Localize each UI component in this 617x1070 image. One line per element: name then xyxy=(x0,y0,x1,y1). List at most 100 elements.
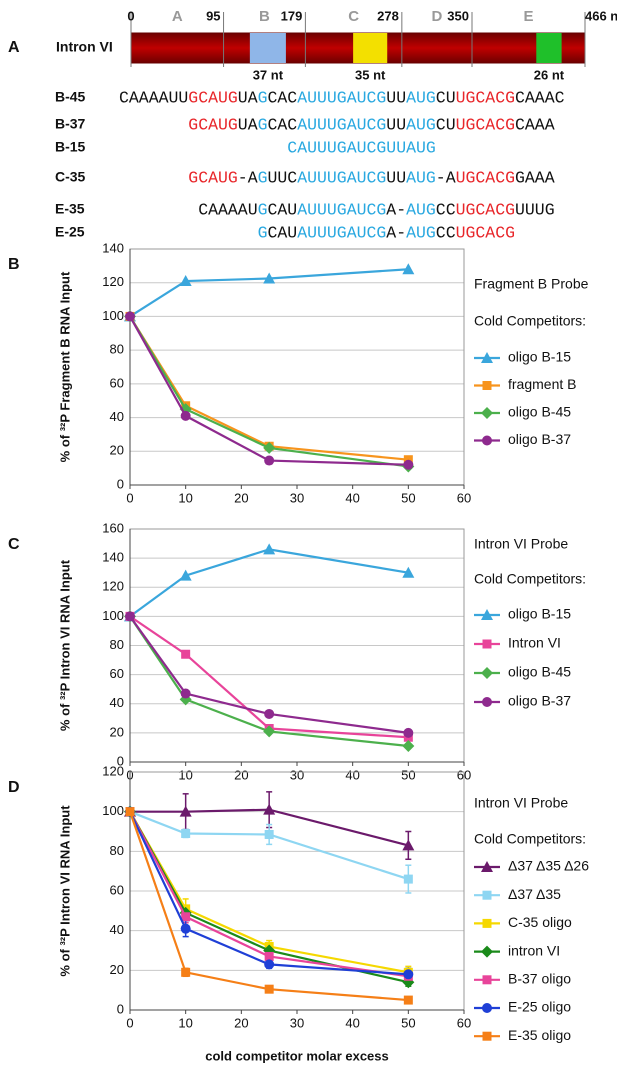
y-tick-label: 40 xyxy=(110,409,124,424)
x-tick-label: 10 xyxy=(178,767,192,782)
series-line xyxy=(129,615,409,734)
y-tick-label: 120 xyxy=(102,274,124,289)
sequence-segment: A- xyxy=(386,200,406,219)
scale-label: 0 xyxy=(127,8,134,23)
x-tick-label: 10 xyxy=(178,490,192,505)
legend-marker xyxy=(482,435,492,446)
data-point xyxy=(180,410,191,421)
y-tick-label: 120 xyxy=(102,579,124,594)
sequence-segment: CC xyxy=(436,200,456,219)
y-tick-label: 40 xyxy=(110,695,124,710)
sequence-segment: CAC xyxy=(268,115,298,134)
legend-marker xyxy=(482,1003,492,1013)
sequence-name: E-25 xyxy=(55,224,85,240)
sequence-segment: AUG xyxy=(406,115,436,134)
sequence-segment: GAAA xyxy=(515,168,555,187)
sequence-segment: G xyxy=(258,168,268,187)
series-line xyxy=(129,615,409,739)
region-box xyxy=(249,33,286,63)
data-point xyxy=(402,839,415,851)
sequence-segment: CAAA xyxy=(515,115,555,134)
data-point xyxy=(181,828,191,838)
y-tick-label: 140 xyxy=(102,550,124,565)
sequence-segment: AUG xyxy=(406,138,436,157)
sequence-segment: AUG xyxy=(406,223,436,242)
sequence-segment: UUUG xyxy=(515,200,555,219)
y-tick-label: 20 xyxy=(110,724,124,739)
x-tick-label: 20 xyxy=(234,1015,248,1030)
data-point xyxy=(403,874,413,884)
y-tick-label: 80 xyxy=(110,637,124,652)
y-tick-label: 60 xyxy=(110,882,124,897)
region-box xyxy=(536,33,562,63)
sequence-segment: UA xyxy=(238,115,258,134)
legend-marker xyxy=(482,890,492,900)
y-tick-label: 0 xyxy=(117,1001,124,1016)
data-point xyxy=(403,455,413,465)
legend-marker xyxy=(482,697,492,707)
data-point xyxy=(263,441,276,454)
y-tick-label: 80 xyxy=(110,342,124,357)
x-tick-label: 20 xyxy=(234,490,248,505)
y-tick-label: 100 xyxy=(102,308,124,323)
sequence-segment: GCAUG xyxy=(188,88,238,107)
data-point xyxy=(263,803,276,815)
sequence-segment: G xyxy=(258,200,268,219)
legend-label: E-35 oligo xyxy=(508,1027,571,1043)
x-tick-label: 60 xyxy=(457,490,471,505)
region-letter: C xyxy=(348,8,359,25)
sequence-segment: G xyxy=(258,115,268,134)
data-point xyxy=(264,455,275,466)
data-point xyxy=(263,725,276,738)
sequence-segment: CC xyxy=(436,223,456,242)
data-point xyxy=(264,984,274,994)
panel-label: D xyxy=(8,779,20,796)
sequence-segment: CAU xyxy=(268,223,298,242)
sequence-segment: GCAUG xyxy=(188,168,238,187)
data-point xyxy=(179,805,192,817)
data-point xyxy=(264,708,275,719)
sequence-segment: UU xyxy=(386,168,406,187)
legend-marker xyxy=(482,639,492,649)
data-point xyxy=(403,969,414,980)
y-tick-label: 40 xyxy=(110,922,124,937)
sequence-segment: CAAAAUU xyxy=(119,88,188,107)
data-point xyxy=(125,807,135,817)
region-box xyxy=(353,33,388,63)
sequence-segment: AUG xyxy=(406,88,436,107)
sequence-segment: UU xyxy=(386,138,406,157)
sequence-segment: AUG xyxy=(406,168,436,187)
y-tick-label: 140 xyxy=(102,240,124,255)
sequence-segment: G xyxy=(258,223,268,242)
legend-label: Δ37 Δ35 Δ26 xyxy=(508,858,589,874)
scale-label: 95 xyxy=(206,8,220,23)
series-line xyxy=(129,811,409,978)
data-point xyxy=(181,912,191,922)
sequence-segment: A- xyxy=(386,223,406,242)
data-point xyxy=(125,611,135,622)
legend-subtitle: Cold Competitors: xyxy=(474,831,586,847)
series-line xyxy=(129,268,409,318)
y-tick-label: 80 xyxy=(110,843,124,858)
sequence-segment: UA xyxy=(238,88,258,107)
y-axis-label: % of ³²P Intron VI RNA Input xyxy=(57,559,72,731)
data-point xyxy=(179,569,192,581)
y-axis-label: % of ³²P Fragment B RNA Input xyxy=(57,271,72,462)
x-tick-label: 50 xyxy=(401,767,415,782)
legend-label: oligo B-45 xyxy=(508,664,571,680)
data-point xyxy=(179,275,192,287)
x-tick-label: 50 xyxy=(401,490,415,505)
x-tick-label: 10 xyxy=(178,1015,192,1030)
region-letter: A xyxy=(172,8,183,25)
legend-title: Intron VI Probe xyxy=(474,536,568,552)
sequence-segment: UUC xyxy=(268,168,298,187)
legend-label: fragment B xyxy=(508,376,576,392)
sequence-segment: CAUUUGAUCG xyxy=(287,138,386,157)
box-length-label: 26 nt xyxy=(534,67,565,82)
y-tick-label: 60 xyxy=(110,375,124,390)
data-point xyxy=(263,543,276,555)
legend-subtitle: Cold Competitors: xyxy=(474,571,586,587)
series-line xyxy=(130,808,409,847)
